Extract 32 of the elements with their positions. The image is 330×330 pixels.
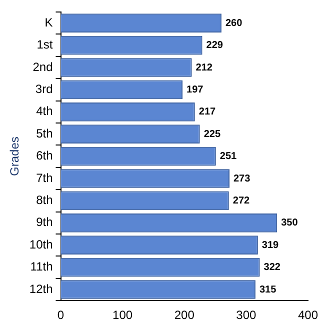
y-tick-label: 10th bbox=[29, 237, 53, 252]
data-label: 229 bbox=[206, 40, 224, 52]
y-tick-label: 11th bbox=[30, 260, 53, 274]
x-tick-label: 400 bbox=[298, 308, 318, 322]
data-label: 315 bbox=[259, 284, 277, 296]
data-label: 197 bbox=[186, 84, 204, 96]
y-tick-label: 4th bbox=[36, 104, 53, 118]
data-label: 319 bbox=[262, 240, 280, 251]
data-label: 260 bbox=[225, 18, 243, 29]
data-label: 273 bbox=[234, 173, 251, 184]
data-label: 225 bbox=[204, 128, 221, 140]
y-tick-label: K bbox=[44, 15, 53, 30]
data-label: 212 bbox=[196, 62, 213, 74]
y-tick-label: 1st bbox=[36, 38, 54, 52]
x-tick-label: 0 bbox=[57, 308, 64, 322]
y-tick-label: 2nd bbox=[32, 60, 53, 74]
y-tick-label: 3rd bbox=[35, 82, 53, 96]
data-label: 350 bbox=[281, 218, 298, 229]
y-tick-label: 12th bbox=[29, 282, 53, 296]
x-tick-label: 100 bbox=[112, 308, 133, 322]
data-label: 322 bbox=[264, 262, 281, 274]
y-tick-label: 8th bbox=[36, 193, 53, 208]
y-tick-label: 9th bbox=[36, 215, 53, 230]
data-label: 251 bbox=[220, 151, 238, 162]
data-label: 217 bbox=[198, 106, 216, 118]
y-tick-label: 5th bbox=[36, 126, 53, 140]
data-label: 272 bbox=[232, 195, 250, 206]
y-axis-title: Grades bbox=[8, 136, 22, 176]
x-tick-label: 200 bbox=[174, 308, 195, 322]
y-tick-label: 6th bbox=[36, 148, 53, 163]
x-tick-label: 300 bbox=[236, 308, 257, 322]
y-tick-label: 7th bbox=[36, 170, 53, 185]
